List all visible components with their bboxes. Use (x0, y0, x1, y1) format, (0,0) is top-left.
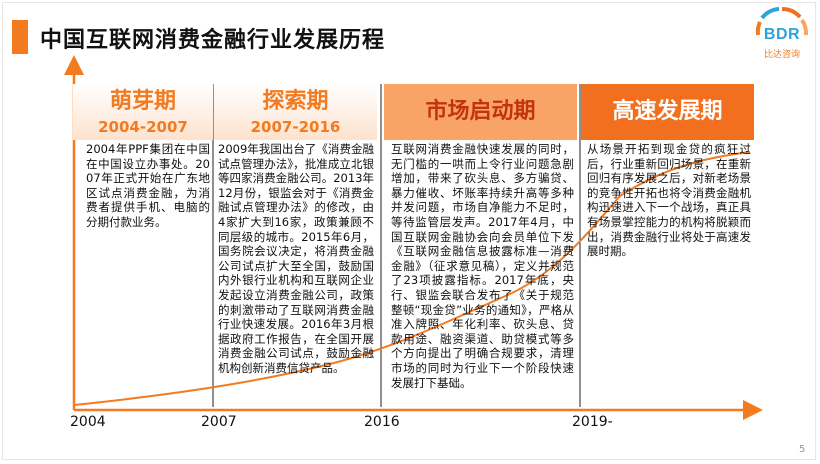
phase-header-explore: 探索期 2007-2016 (214, 84, 377, 140)
phase-name: 市场启动期 (425, 99, 536, 124)
logo-subtext: 比达咨询 (763, 50, 800, 60)
phase-description-launch: 互联网消费金融快速发展的同时，无门槛的一哄而上令行业问题急剧增加，带来了砍头息、… (391, 142, 574, 390)
timeline-year: 2004 (70, 414, 106, 430)
phase-header-sprout: 萌芽期 2004-2007 (73, 84, 213, 140)
phase-name: 探索期 (262, 89, 329, 114)
title-accent-bar (12, 20, 28, 54)
phase-description-explore: 2009年我国出台了《消费金融试点管理办法》，批准成立北银等四家消费金融公司。2… (218, 142, 374, 375)
timeline-year: 2016 (364, 414, 400, 430)
phase-name: 萌芽期 (109, 89, 176, 114)
timeline-year: 2007 (201, 414, 237, 430)
phase-header-rapid-growth: 高速发展期 (581, 84, 754, 140)
logo-ring-icon (755, 6, 809, 36)
bdr-logo: BDR 比达咨询 (752, 6, 812, 64)
phase-description-sprout: 2004年PPF集团在中国在中国设立办事处。2007年正式开始在广东地区试点消费… (86, 142, 210, 229)
slide-frame (2, 2, 816, 460)
timeline-year: 2019- (572, 414, 613, 430)
phase-years: 2004-2007 (98, 118, 188, 136)
growth-curve (73, 151, 751, 406)
phase-header-launch: 市场启动期 (384, 84, 577, 140)
page-title: 中国互联网消费金融行业发展历程 (40, 28, 386, 53)
phase-name: 高速发展期 (612, 99, 723, 124)
phase-years: 2007-2016 (250, 118, 341, 136)
phase-description-rapid-growth: 从场景开拓到现金贷的疯狂过后，行业重新回归场景，在重新回归有序发展之后，对新老场… (587, 142, 751, 259)
page-number: 5 (799, 444, 806, 455)
logo-text: BDR (763, 26, 801, 43)
phase-dividers (212, 84, 581, 407)
